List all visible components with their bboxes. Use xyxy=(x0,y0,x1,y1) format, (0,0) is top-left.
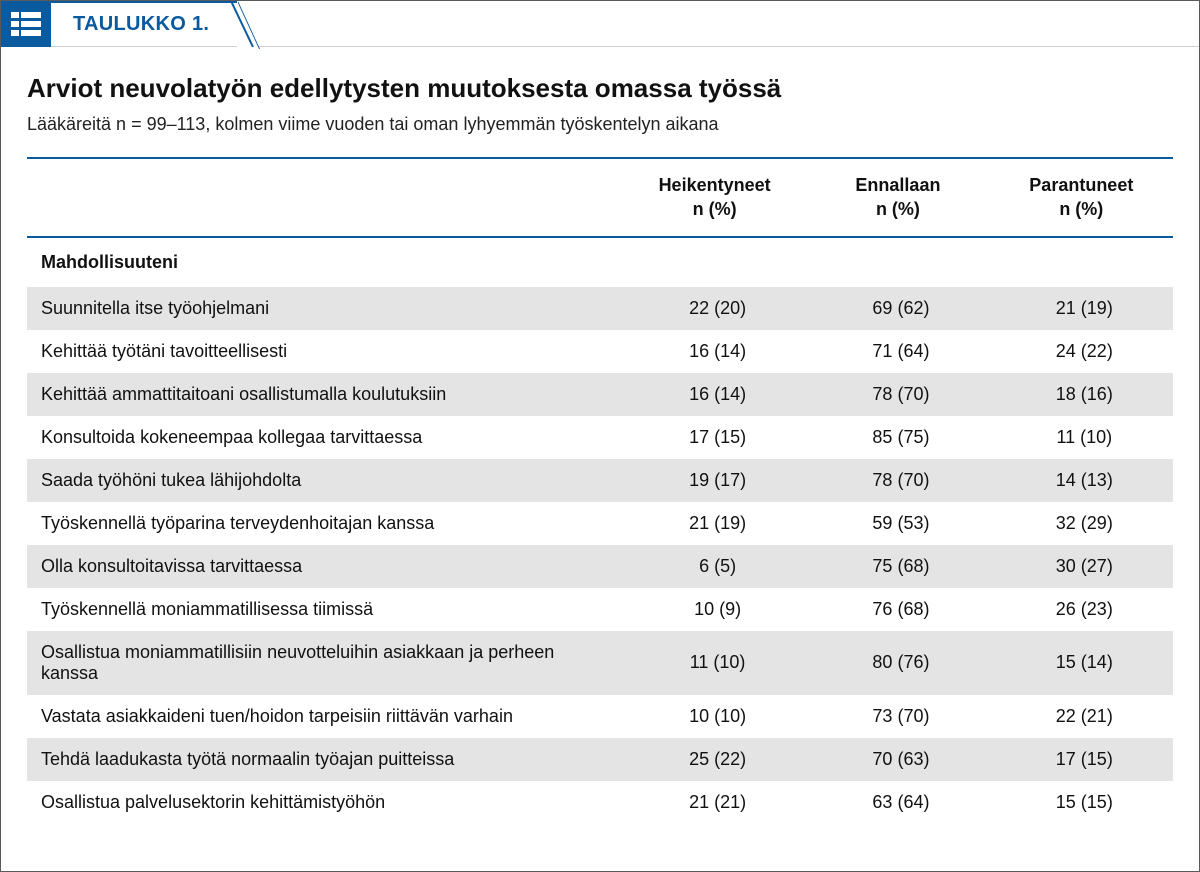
row-value: 16 (14) xyxy=(623,373,806,416)
row-value: 30 (27) xyxy=(990,545,1173,588)
table-body: Mahdollisuuteni Suunnitella itse työohje… xyxy=(27,238,1173,824)
row-value: 76 (68) xyxy=(806,588,989,631)
row-value: 10 (9) xyxy=(623,588,806,631)
row-value: 19 (17) xyxy=(623,459,806,502)
row-label: Konsultoida kokeneempaa kollegaa tarvitt… xyxy=(27,416,623,459)
section-label: Mahdollisuuteni xyxy=(27,238,1173,287)
table-header-row: Heikentyneet n (%) Ennallaan n (%) Paran… xyxy=(27,159,1173,237)
row-value: 18 (16) xyxy=(990,373,1173,416)
row-value: 80 (76) xyxy=(806,631,989,695)
row-label: Kehittää työtäni tavoitteellisesti xyxy=(27,330,623,373)
col-header-3-l2: n (%) xyxy=(1059,199,1103,219)
table-row: Saada työhöni tukea lähijohdolta19 (17)7… xyxy=(27,459,1173,502)
row-value: 17 (15) xyxy=(990,738,1173,781)
row-value: 15 (15) xyxy=(990,781,1173,824)
row-value: 70 (63) xyxy=(806,738,989,781)
col-header-empty xyxy=(27,159,623,237)
col-header-2: Ennallaan n (%) xyxy=(806,159,989,237)
row-value: 69 (62) xyxy=(806,287,989,330)
row-value: 63 (64) xyxy=(806,781,989,824)
table-row: Tehdä laadukasta työtä normaalin työajan… xyxy=(27,738,1173,781)
table-row: Olla konsultoitavissa tarvittaessa6 (5)7… xyxy=(27,545,1173,588)
table-row: Kehittää työtäni tavoitteellisesti16 (14… xyxy=(27,330,1173,373)
row-value: 73 (70) xyxy=(806,695,989,738)
row-label: Vastata asiakkaideni tuen/hoidon tarpeis… xyxy=(27,695,623,738)
row-value: 78 (70) xyxy=(806,459,989,502)
row-value: 59 (53) xyxy=(806,502,989,545)
col-header-2-l2: n (%) xyxy=(876,199,920,219)
table-subtitle: Lääkäreitä n = 99–113, kolmen viime vuod… xyxy=(27,114,1173,135)
row-value: 6 (5) xyxy=(623,545,806,588)
col-header-3: Parantuneet n (%) xyxy=(990,159,1173,237)
row-value: 10 (10) xyxy=(623,695,806,738)
row-value: 25 (22) xyxy=(623,738,806,781)
row-value: 24 (22) xyxy=(990,330,1173,373)
row-value: 16 (14) xyxy=(623,330,806,373)
row-value: 75 (68) xyxy=(806,545,989,588)
row-label: Osallistua moniammatillisiin neuvottelui… xyxy=(27,631,623,695)
col-header-1-l2: n (%) xyxy=(693,199,737,219)
col-header-2-l1: Ennallaan xyxy=(855,175,940,195)
row-value: 85 (75) xyxy=(806,416,989,459)
table-row: Osallistua moniammatillisiin neuvottelui… xyxy=(27,631,1173,695)
row-value: 22 (20) xyxy=(623,287,806,330)
table-figure: TAULUKKO 1. Arviot neuvolatyön edellytys… xyxy=(0,0,1200,872)
row-value: 15 (14) xyxy=(990,631,1173,695)
row-value: 14 (13) xyxy=(990,459,1173,502)
row-label: Kehittää ammattitaitoani osallistumalla … xyxy=(27,373,623,416)
content-area: Arviot neuvolatyön edellytysten muutokse… xyxy=(1,47,1199,836)
row-label: Työskennellä työparina terveydenhoitajan… xyxy=(27,502,623,545)
table-row: Kehittää ammattitaitoani osallistumalla … xyxy=(27,373,1173,416)
table-row: Suunnitella itse työohjelmani22 (20)69 (… xyxy=(27,287,1173,330)
col-header-3-l1: Parantuneet xyxy=(1029,175,1133,195)
table-title: Arviot neuvolatyön edellytysten muutokse… xyxy=(27,73,1173,104)
row-label: Saada työhöni tukea lähijohdolta xyxy=(27,459,623,502)
row-label: Suunnitella itse työohjelmani xyxy=(27,287,623,330)
section-row: Mahdollisuuteni xyxy=(27,238,1173,287)
header-bar: TAULUKKO 1. xyxy=(1,1,1199,47)
row-value: 32 (29) xyxy=(990,502,1173,545)
table-row: Osallistua palvelusektorin kehittämistyö… xyxy=(27,781,1173,824)
col-header-1: Heikentyneet n (%) xyxy=(623,159,806,237)
table-row: Konsultoida kokeneempaa kollegaa tarvitt… xyxy=(27,416,1173,459)
tab-label-text: TAULUKKO 1. xyxy=(73,13,209,36)
tab-label: TAULUKKO 1. xyxy=(51,1,237,47)
row-value: 11 (10) xyxy=(990,416,1173,459)
row-label: Tehdä laadukasta työtä normaalin työajan… xyxy=(27,738,623,781)
table-row: Vastata asiakkaideni tuen/hoidon tarpeis… xyxy=(27,695,1173,738)
table-icon xyxy=(1,1,51,47)
data-table: Heikentyneet n (%) Ennallaan n (%) Paran… xyxy=(27,157,1173,824)
row-value: 11 (10) xyxy=(623,631,806,695)
row-label: Olla konsultoitavissa tarvittaessa xyxy=(27,545,623,588)
row-value: 78 (70) xyxy=(806,373,989,416)
row-value: 21 (21) xyxy=(623,781,806,824)
row-label: Työskennellä moniammatillisessa tiimissä xyxy=(27,588,623,631)
col-header-1-l1: Heikentyneet xyxy=(659,175,771,195)
row-value: 22 (21) xyxy=(990,695,1173,738)
row-value: 21 (19) xyxy=(990,287,1173,330)
table-row: Työskennellä moniammatillisessa tiimissä… xyxy=(27,588,1173,631)
row-value: 71 (64) xyxy=(806,330,989,373)
row-value: 21 (19) xyxy=(623,502,806,545)
row-value: 17 (15) xyxy=(623,416,806,459)
row-value: 26 (23) xyxy=(990,588,1173,631)
row-label: Osallistua palvelusektorin kehittämistyö… xyxy=(27,781,623,824)
table-row: Työskennellä työparina terveydenhoitajan… xyxy=(27,502,1173,545)
